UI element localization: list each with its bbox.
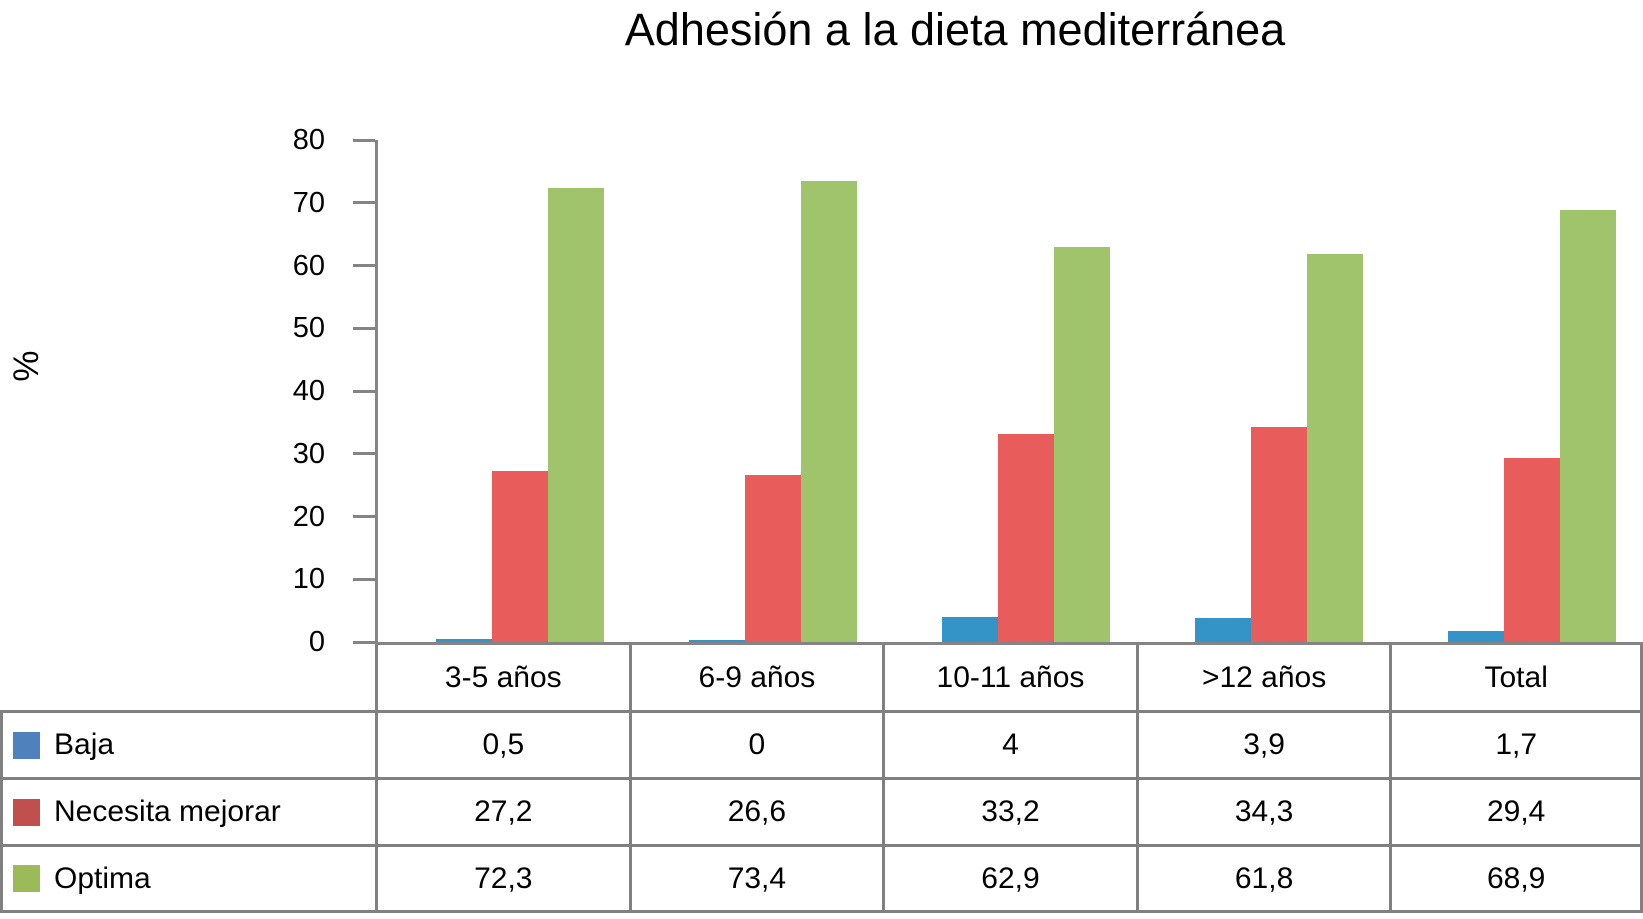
y-tick-label: 20 xyxy=(292,500,325,533)
bar-baja xyxy=(1194,617,1251,642)
table-value-cell: 68,9 xyxy=(1389,847,1643,913)
bar-trio xyxy=(1194,254,1363,642)
table-value-cell: 1,7 xyxy=(1389,713,1643,780)
bar-optima xyxy=(1559,209,1616,642)
series-name-label: Optima xyxy=(54,861,151,895)
bar-trio xyxy=(1447,209,1616,642)
series-name-label: Baja xyxy=(54,728,115,761)
table-row-label-optima: Optima xyxy=(0,847,375,913)
y-tick-label: 70 xyxy=(292,186,325,219)
plot-area xyxy=(353,138,1643,645)
table-value-cell: 0,5 xyxy=(375,713,629,780)
bar-trio xyxy=(688,181,857,642)
table-header-cell-10-11-a-os: 10-11 años xyxy=(882,645,1136,713)
bar-optima xyxy=(547,188,604,642)
bar-trio xyxy=(435,188,604,642)
bar-optima xyxy=(1306,254,1363,642)
table-header-spacer xyxy=(0,645,375,713)
table-header-cell--12-a-os: >12 años xyxy=(1135,645,1390,713)
bar-baja xyxy=(941,616,998,642)
y-tick-mark xyxy=(353,389,375,393)
bar-necesita-mejorar xyxy=(1250,426,1307,642)
bar-baja xyxy=(1447,631,1504,642)
data-table: 3-5 años 6-9 años 10-11 años >12 años Total B… xyxy=(0,645,1643,913)
y-tick-label: 50 xyxy=(292,312,325,345)
legend-swatch-necesita-mejorar xyxy=(13,798,40,826)
y-tick-label: 80 xyxy=(292,124,325,156)
bar-group-3-5-a-os xyxy=(378,140,631,642)
legend-swatch-optima xyxy=(13,865,40,892)
table-value-cell: 73,4 xyxy=(628,847,883,913)
y-tick-label: 30 xyxy=(292,437,325,470)
y-tick-mark xyxy=(353,577,375,581)
bar-necesita-mejorar xyxy=(1503,457,1560,642)
table-value-cell: 34,3 xyxy=(1135,780,1390,847)
y-tick-label: 40 xyxy=(292,375,325,407)
bar-necesita-mejorar xyxy=(744,475,801,642)
table-value-cell: 62,9 xyxy=(882,847,1136,913)
table-value-cell: 29,4 xyxy=(1389,780,1643,847)
series-name-label: Necesita mejorar xyxy=(54,795,281,828)
table-header-cell-total: Total xyxy=(1389,645,1643,713)
table-row-label-necesita-mejorar: Necesita mejorar xyxy=(0,780,375,847)
bar-optima xyxy=(800,181,857,642)
bar-group-10-11-a-os xyxy=(884,140,1137,642)
bar-baja xyxy=(435,638,492,642)
y-tick-mark xyxy=(353,201,375,205)
y-tick-mark xyxy=(353,264,375,267)
y-tick-label: 60 xyxy=(292,249,325,282)
bar-group--12-a-os xyxy=(1137,140,1390,642)
bar-trio xyxy=(941,247,1110,642)
y-axis-tick-labels: 0 10 20 30 40 50 60 70 80 xyxy=(225,124,325,658)
y-tick-label: 0 xyxy=(308,626,325,658)
bar-group-total xyxy=(1390,140,1643,642)
bar-group-6-9-a-os xyxy=(631,140,884,642)
y-tick-mark xyxy=(353,640,375,644)
y-tick-mark xyxy=(353,452,375,456)
legend-swatch-baja xyxy=(13,731,40,759)
bar-baja xyxy=(688,640,745,642)
y-tick-mark xyxy=(353,515,375,518)
bar-necesita-mejorar xyxy=(997,433,1054,642)
table-value-cell: 27,2 xyxy=(375,780,629,847)
table-value-cell: 3,9 xyxy=(1135,713,1390,780)
table-value-cell: 61,8 xyxy=(1135,847,1390,913)
y-axis-label: % xyxy=(7,350,46,382)
table-value-cell: 0 xyxy=(628,713,883,780)
table-row-label-baja: Baja xyxy=(0,713,375,780)
bar-optima xyxy=(1053,247,1110,642)
table-value-cell: 26,6 xyxy=(628,780,883,847)
table-header-cell-3-5-a-os: 3-5 años xyxy=(375,645,629,713)
table-header-cell-6-9-a-os: 6-9 años xyxy=(628,645,883,713)
chart-title: Adhesión a la dieta mediterránea xyxy=(624,4,1286,55)
table-value-cell: 72,3 xyxy=(375,847,629,913)
y-tick-mark xyxy=(353,326,375,330)
table-value-cell: 4 xyxy=(882,713,1136,780)
y-tick-label: 10 xyxy=(292,563,325,596)
y-tick-mark xyxy=(353,138,375,142)
bar-necesita-mejorar xyxy=(491,471,548,642)
table-value-cell: 33,2 xyxy=(882,780,1136,847)
